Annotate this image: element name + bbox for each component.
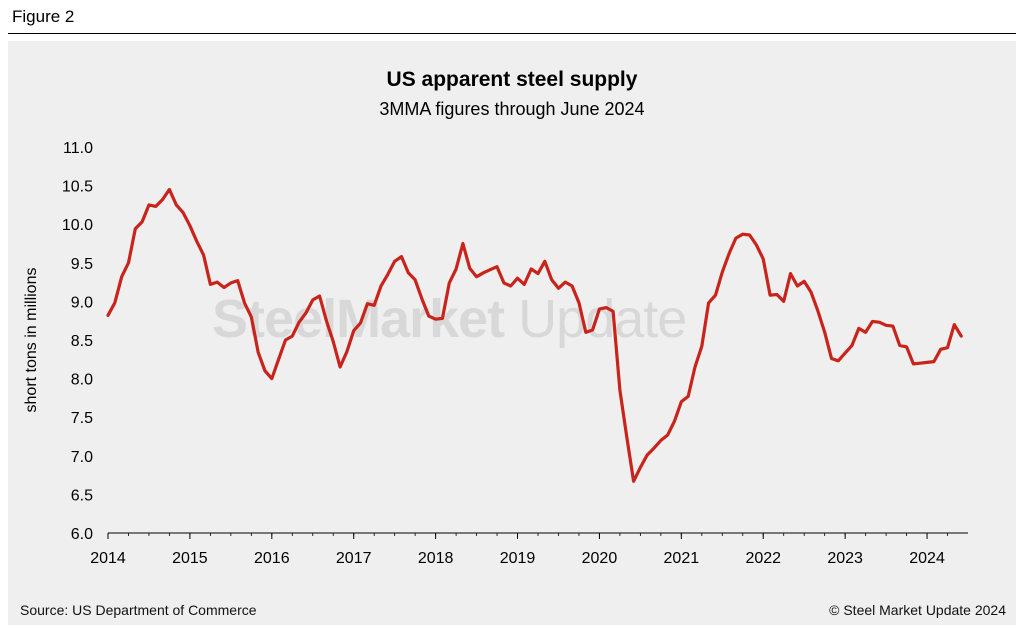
- series-layer: [106, 187, 963, 483]
- x-tick-label: 2023: [827, 550, 863, 567]
- y-tick-label: 10.0: [62, 217, 93, 234]
- x-tick-label: 2016: [254, 550, 290, 567]
- y-tick-label: 9.0: [71, 294, 93, 311]
- chart-axes: [107, 532, 968, 539]
- y-tick-label: 11.0: [63, 140, 93, 157]
- y-tick-label: 6.0: [71, 526, 93, 543]
- watermark-light: Update: [504, 289, 687, 349]
- x-tick-label: 2020: [582, 550, 618, 567]
- x-tick-label: 2019: [500, 550, 536, 567]
- chart-title: US apparent steel supply: [386, 68, 638, 91]
- x-tick-label: 2014: [90, 550, 126, 567]
- x-tick-label: 2022: [745, 550, 781, 567]
- source-note: Source: US Department of Commerce: [20, 602, 257, 618]
- y-tick-label: 7.0: [71, 449, 93, 466]
- copyright-note: © Steel Market Update 2024: [829, 602, 1006, 618]
- y-tick-label: 8.0: [71, 372, 93, 389]
- series-line: [106, 187, 963, 483]
- x-tick-label: 2017: [336, 550, 372, 567]
- y-tick-label: 10.5: [62, 179, 93, 196]
- y-axis-label: short tons in millions: [23, 268, 40, 413]
- tick-labels: 11.0 10.5 10.0 9.5 9.0 8.5 8.0 7.5 7.0 6.5 6.0 2014…: [23, 140, 945, 567]
- x-tick-label: 2018: [418, 550, 454, 567]
- y-tick-label: 9.5: [71, 256, 93, 273]
- x-tick-label: 2015: [172, 550, 208, 567]
- y-tick-label: 8.5: [71, 333, 93, 350]
- watermark-logo: SteelMarket Update: [212, 288, 687, 350]
- figure-divider: [8, 33, 1016, 34]
- watermark-bold: SteelMarket: [212, 289, 505, 349]
- y-tick-label: 7.5: [71, 410, 93, 427]
- y-tick-label: 6.5: [71, 487, 93, 504]
- x-tick-label: 2021: [664, 550, 700, 567]
- x-tick-label: 2024: [909, 550, 945, 567]
- chart-panel: [8, 41, 1016, 625]
- figure-label: Figure 2: [12, 7, 75, 26]
- chart-subtitle: 3MMA figures through June 2024: [379, 99, 645, 119]
